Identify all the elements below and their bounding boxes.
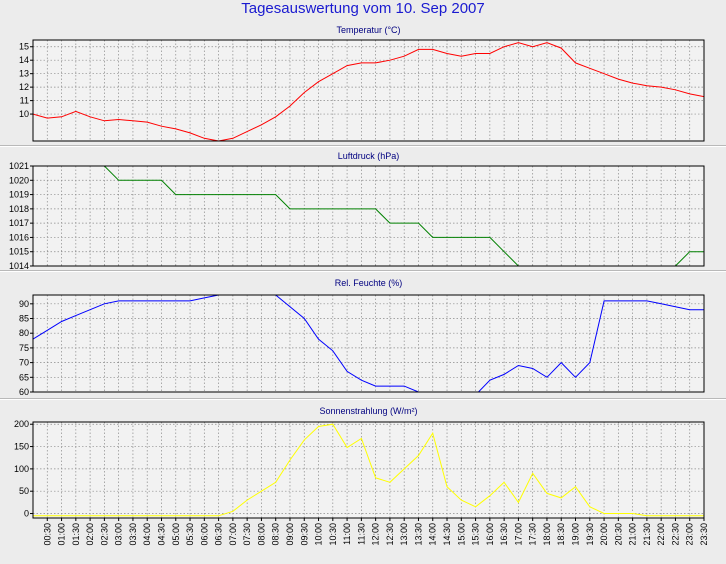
y-tick-label: 1016 (9, 232, 29, 242)
chart-panel-2: Rel. Feuchte (%) 60 65 70 75 80 85 90 (19, 278, 705, 397)
chart-title: Temperatur (°C) (336, 25, 400, 35)
x-tick-label: 15:00 (456, 523, 466, 546)
chart-panel-1: Luftdruck (hPa) 1014 1015 1016 1017 1018 1019 1… (9, 151, 705, 271)
x-tick-label: 04:30 (156, 523, 166, 546)
y-tick-label: 1015 (9, 247, 29, 257)
x-tick-label: 10:00 (314, 523, 324, 546)
x-tick-label: 04:00 (142, 523, 152, 546)
x-tick-label: 23:00 (685, 523, 695, 546)
x-tick-label: 02:30 (99, 523, 109, 546)
x-tick-label: 12:00 (371, 523, 381, 546)
x-tick-label: 21:30 (642, 523, 652, 546)
chart-title: Luftdruck (hPa) (338, 151, 400, 161)
x-tick-label: 08:30 (271, 523, 281, 546)
plot-frame (32, 39, 705, 142)
y-tick-label: 90 (19, 299, 29, 309)
chart-title: Sonnenstrahlung (W/m²) (319, 406, 417, 416)
plot-frame (32, 294, 705, 393)
y-tick-label: 14 (19, 55, 29, 65)
plot-frame (32, 421, 705, 519)
x-tick-label: 19:00 (571, 523, 581, 546)
series-line (33, 42, 704, 141)
series-line (33, 423, 704, 517)
x-tick-label: 17:30 (528, 523, 538, 546)
panel-separator (0, 145, 726, 147)
x-tick-label: 17:00 (513, 523, 523, 546)
x-tick-label: 06:00 (199, 523, 209, 546)
x-tick-label: 11:00 (342, 523, 352, 545)
y-tick-label: 12 (19, 82, 29, 92)
chart-title: Rel. Feuchte (%) (335, 278, 403, 288)
x-tick-label: 23:30 (699, 523, 709, 546)
series-line (33, 295, 704, 392)
x-tick-label: 15:30 (471, 523, 481, 546)
chart-panel-0: Temperatur (°C) 10 11 12 13 14 15 (19, 25, 705, 142)
x-axis: 00:30 01:00 01:30 02:00 02:30 03:00 03:30 04:00… (42, 518, 709, 546)
x-tick-label: 12:30 (385, 523, 395, 546)
x-tick-label: 21:00 (628, 523, 638, 546)
y-tick-label: 1021 (9, 161, 29, 171)
x-tick-label: 07:30 (242, 523, 252, 546)
x-tick-label: 09:30 (299, 523, 309, 546)
plot-area (33, 422, 704, 518)
chart-panel-3: Sonnenstrahlung (W/m²) 0 50 100 150 200 (14, 406, 705, 519)
y-tick-label: 10 (19, 109, 29, 119)
y-tick-label: 85 (19, 314, 29, 324)
x-tick-label: 16:30 (499, 523, 509, 546)
x-tick-label: 03:30 (128, 523, 138, 546)
y-tick-label: 1014 (9, 261, 29, 271)
x-tick-label: 10:30 (328, 523, 338, 546)
x-tick-label: 00:30 (42, 523, 52, 546)
page-title: Tagesauswertung vom 10. Sep 2007 (241, 0, 485, 17)
y-tick-label: 70 (19, 358, 29, 368)
x-tick-label: 16:00 (485, 523, 495, 546)
plot-area (33, 166, 704, 266)
x-tick-label: 11:30 (356, 523, 366, 545)
x-tick-label: 20:00 (599, 523, 609, 546)
panel-separator (0, 398, 726, 400)
y-tick-label: 0 (24, 509, 29, 519)
y-tick-label: 1018 (9, 204, 29, 214)
y-tick-label: 200 (14, 419, 29, 429)
y-tick-label: 13 (19, 69, 29, 79)
x-tick-label: 01:00 (57, 523, 67, 546)
y-tick-label: 75 (19, 343, 29, 353)
x-tick-label: 03:00 (114, 523, 124, 546)
plot-frame (32, 165, 705, 267)
x-tick-label: 18:00 (542, 523, 552, 546)
x-tick-label: 02:00 (85, 523, 95, 546)
x-tick-label: 05:00 (171, 523, 181, 546)
y-tick-label: 1017 (9, 218, 29, 228)
plot-area (33, 40, 704, 141)
y-tick-label: 15 (19, 42, 29, 52)
x-tick-label: 07:00 (228, 523, 238, 546)
y-tick-label: 65 (19, 372, 29, 382)
y-tick-label: 150 (14, 442, 29, 452)
y-tick-label: 60 (19, 387, 29, 397)
plot-area (33, 295, 704, 392)
y-tick-label: 100 (14, 464, 29, 474)
y-tick-label: 80 (19, 328, 29, 338)
x-tick-label: 19:30 (585, 523, 595, 546)
x-tick-label: 22:30 (670, 523, 680, 546)
x-tick-label: 08:00 (256, 523, 266, 546)
y-tick-label: 1020 (9, 175, 29, 185)
x-tick-label: 18:30 (556, 523, 566, 546)
x-tick-label: 05:30 (185, 523, 195, 546)
x-tick-label: 13:30 (413, 523, 423, 546)
x-tick-label: 06:30 (214, 523, 224, 546)
y-tick-label: 1019 (9, 190, 29, 200)
x-tick-label: 01:30 (71, 523, 81, 546)
x-tick-label: 22:00 (656, 523, 666, 546)
x-tick-label: 14:00 (428, 523, 438, 546)
panel-separator (0, 270, 726, 272)
x-tick-label: 09:00 (285, 523, 295, 546)
x-tick-label: 20:30 (613, 523, 623, 546)
y-tick-label: 50 (19, 486, 29, 496)
y-tick-label: 11 (20, 96, 29, 106)
series-line (104, 166, 704, 266)
x-tick-label: 13:00 (399, 523, 409, 546)
x-tick-label: 14:30 (442, 523, 452, 546)
